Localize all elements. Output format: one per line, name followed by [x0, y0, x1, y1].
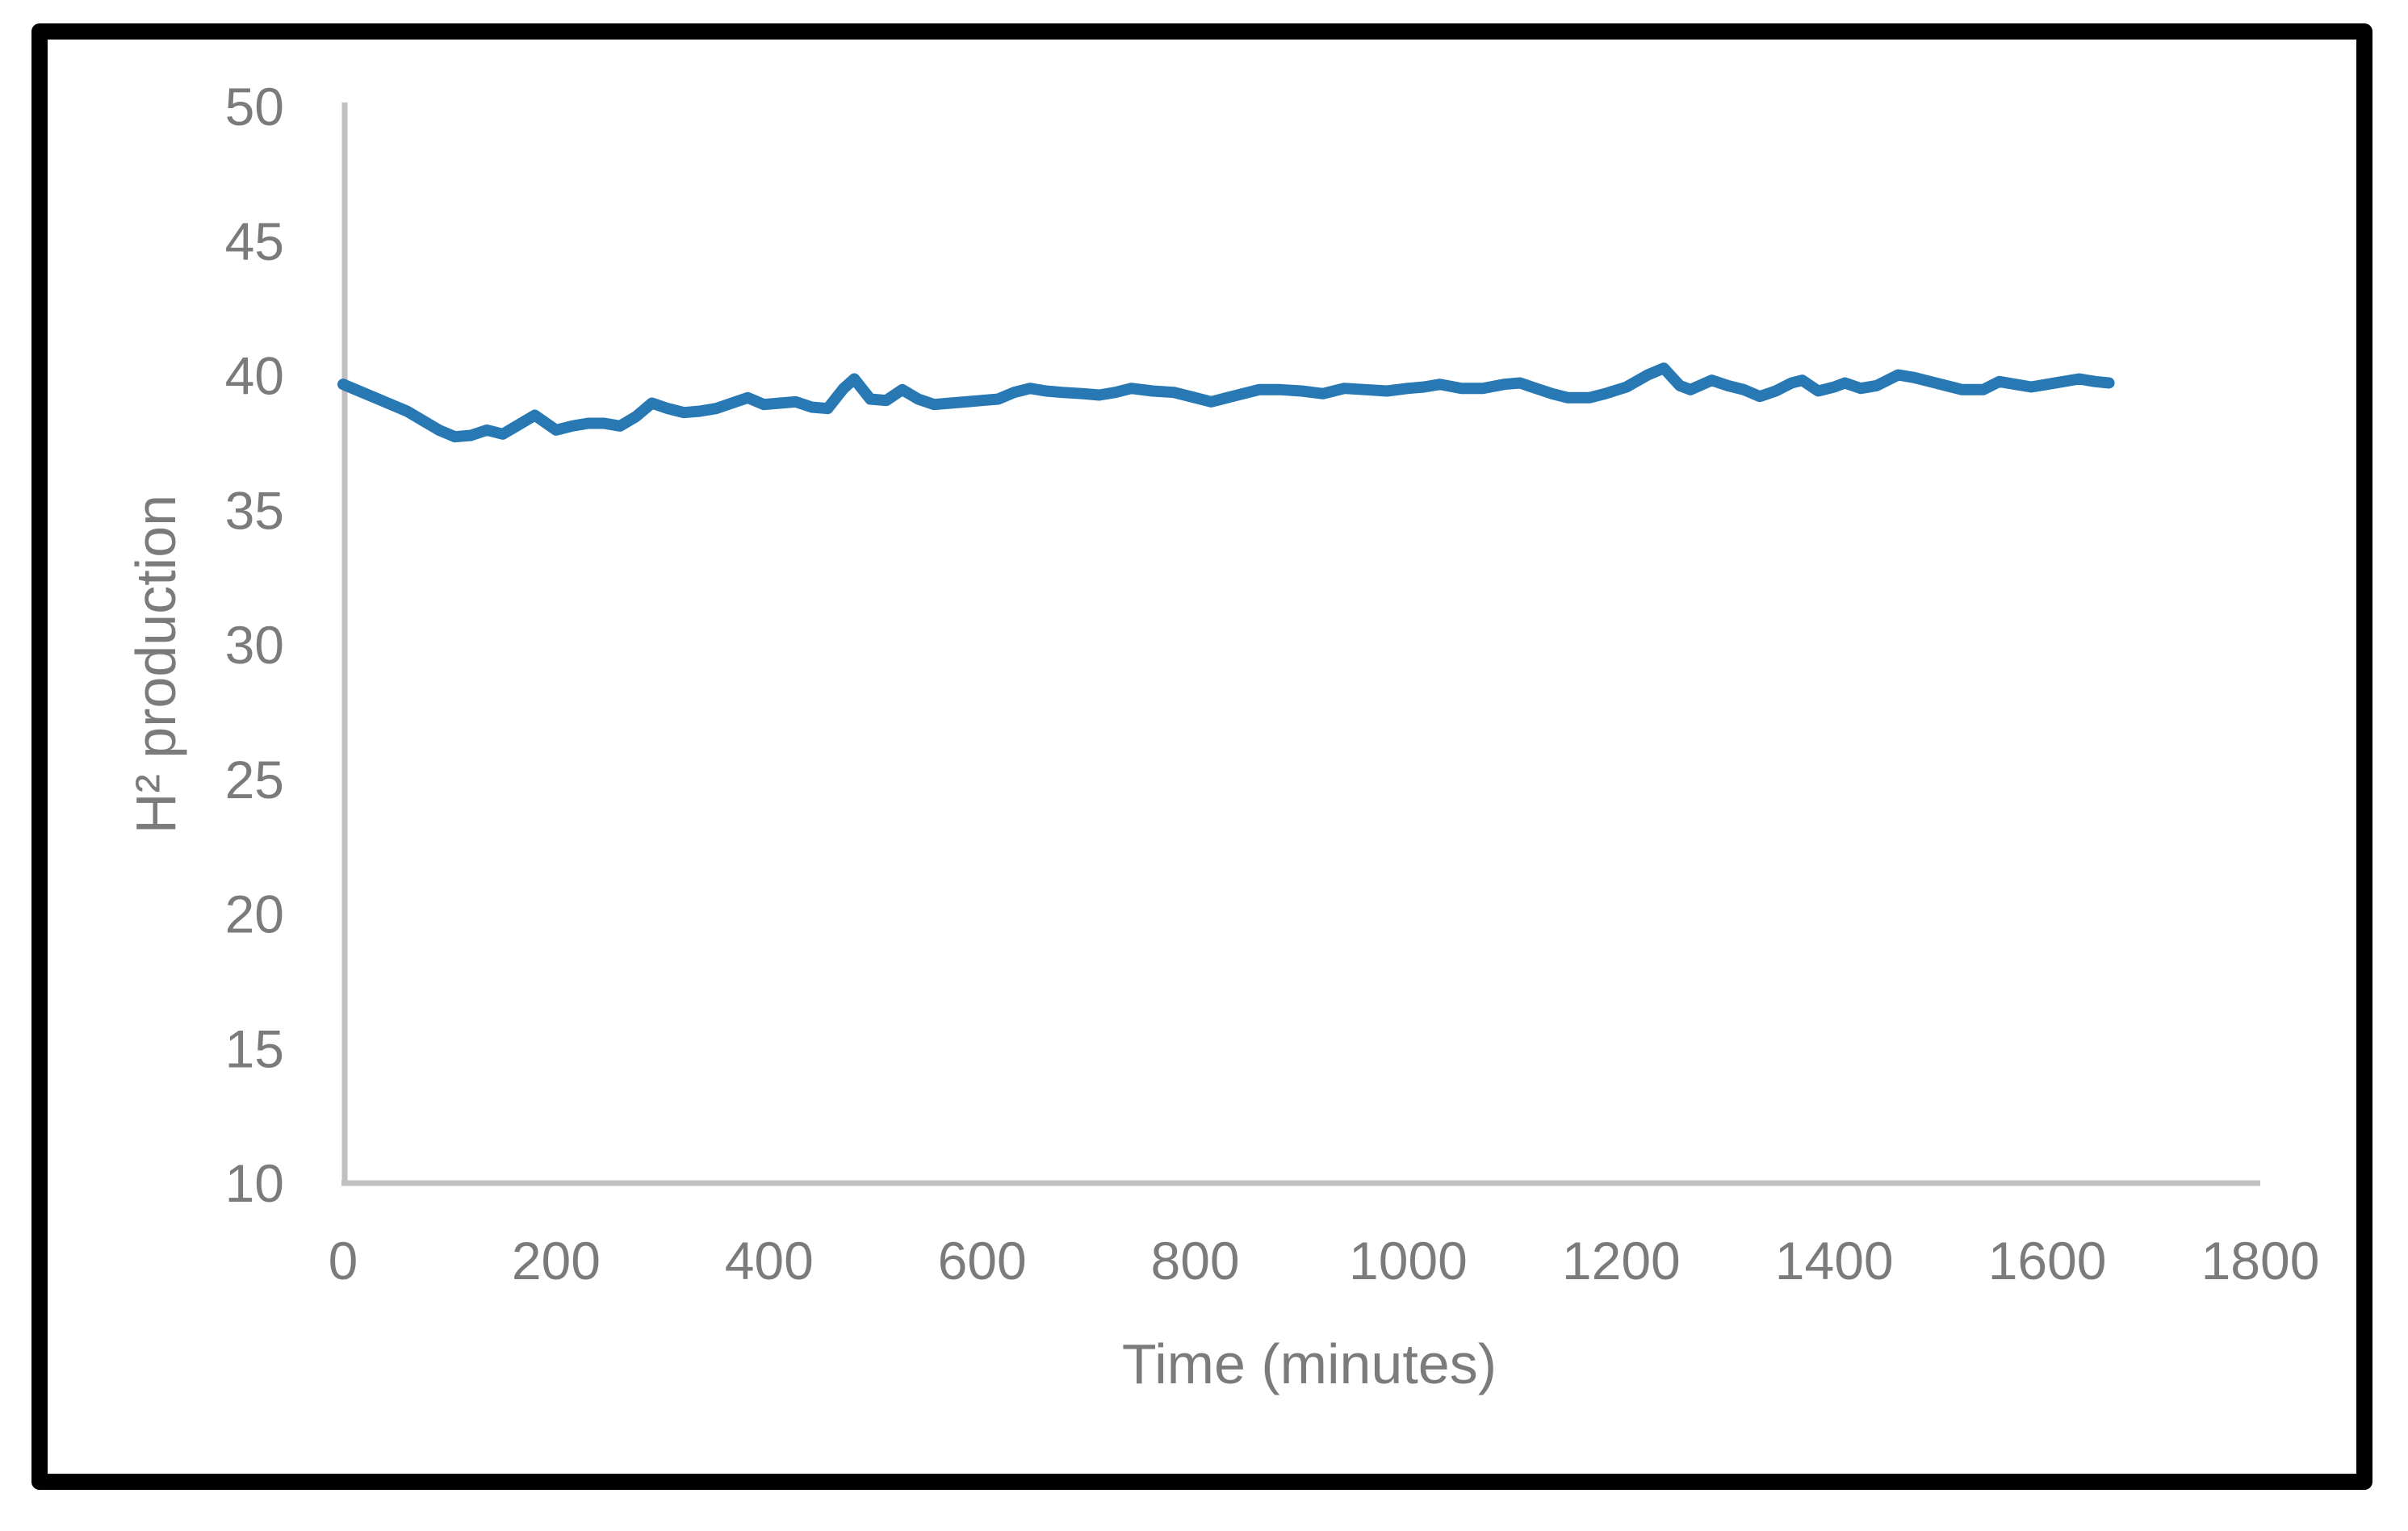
x-tick-label: 200 [512, 1231, 601, 1290]
y-tick-label: 35 [225, 480, 284, 540]
y-axis-title: H² production [124, 495, 187, 834]
series-line [337, 362, 2115, 443]
x-tick-label: 1800 [2201, 1231, 2320, 1290]
y-tick-label: 40 [225, 346, 284, 406]
x-tick-label: 400 [725, 1231, 814, 1290]
x-tick-label: 1000 [1349, 1231, 1468, 1290]
x-tick-label: 1600 [1988, 1231, 2107, 1290]
y-tick-label: 20 [225, 885, 284, 944]
x-axis-title: Time (minutes) [1122, 1332, 1497, 1395]
y-tick-label: 15 [225, 1019, 284, 1078]
y-tick-label: 50 [225, 77, 284, 136]
y-tick-label: 30 [225, 615, 284, 675]
y-tick-label: 10 [225, 1153, 284, 1213]
x-tick-label: 1200 [1562, 1231, 1681, 1290]
y-tick-label: 25 [225, 750, 284, 809]
y-tick-label: 45 [225, 211, 284, 271]
x-tick-label: 800 [1150, 1231, 1239, 1290]
x-tick-label: 1400 [1775, 1231, 1894, 1290]
figure-border [31, 23, 2372, 1490]
x-tick-label: 600 [938, 1231, 1027, 1290]
x-tick-label: 0 [329, 1231, 358, 1290]
